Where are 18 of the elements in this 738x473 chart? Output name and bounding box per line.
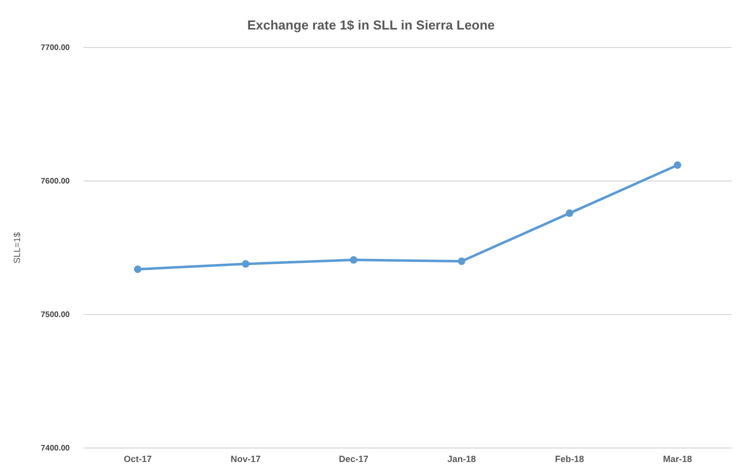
point: [458, 258, 466, 266]
y-tick-label: 7500.00: [40, 310, 70, 319]
point: [566, 209, 574, 217]
chart-title: Exchange rate 1$ in SLL in Sierra Leone: [247, 17, 495, 32]
y-tick-label: 7700.00: [40, 42, 70, 52]
point: [242, 260, 250, 268]
x-tick-label: Nov-17: [230, 454, 261, 464]
point: [350, 256, 358, 264]
y-axis-title: SLL=1$: [12, 232, 22, 264]
x-tick-label: Oct-17: [124, 454, 152, 464]
x-tick-label: Jan-18: [447, 454, 476, 464]
x-tick-label: Dec-17: [338, 454, 368, 464]
point: [674, 161, 682, 169]
x-tick-label: Feb-18: [555, 454, 584, 464]
point: [134, 266, 142, 274]
y-tick-label: 7400.00: [40, 443, 70, 452]
y-tick-label: 7600.00: [40, 176, 70, 186]
x-tick-label: Mar-18: [663, 454, 692, 464]
